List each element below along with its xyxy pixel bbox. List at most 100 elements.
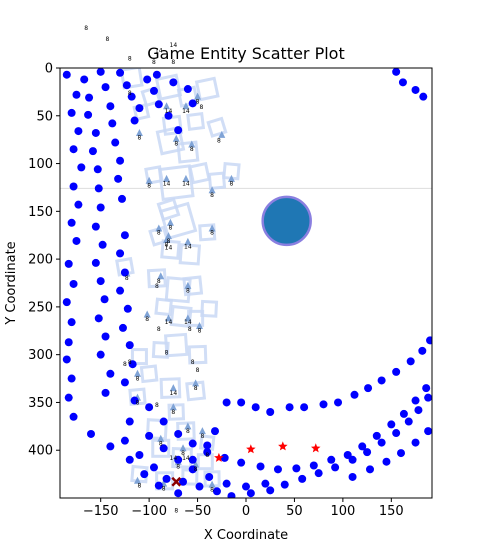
number-label: 8 — [200, 433, 204, 440]
dot-point — [116, 68, 125, 77]
triangle-marker — [182, 174, 190, 182]
x-axis: −150 −100 −50 0 50 100 150 — [83, 498, 404, 519]
triangle-marker — [188, 140, 196, 148]
chart-title: Game Entity Scatter Plot — [147, 44, 344, 63]
dot-point — [298, 474, 307, 483]
dot-point — [62, 355, 71, 364]
dot-point — [314, 469, 323, 478]
number-label: 14 — [155, 48, 163, 55]
triangle-marker — [163, 236, 171, 243]
dot-point — [422, 384, 431, 393]
dot-point — [411, 438, 420, 447]
number-label: 8 — [217, 138, 221, 145]
triangle-marker — [166, 218, 174, 226]
dot-point — [106, 442, 115, 451]
triangle-marker — [157, 272, 165, 280]
number-label: 14 — [182, 181, 190, 188]
dot-point — [397, 449, 405, 458]
x-tick-label: −150 — [83, 504, 119, 519]
triangle-marker — [198, 427, 206, 435]
dot-point — [212, 487, 221, 496]
number-label: 8 — [145, 316, 149, 323]
number-label: 14 — [182, 455, 190, 462]
triangle-marker — [218, 130, 226, 138]
triangle-marker — [134, 369, 141, 377]
large-circle-entity — [261, 195, 312, 247]
dot-point — [331, 463, 340, 472]
dot-point — [125, 341, 134, 350]
number-label: 8 — [176, 463, 180, 470]
number-label: 8 — [152, 59, 156, 66]
triangle-marker — [208, 224, 216, 232]
number-label: 14 — [170, 455, 178, 462]
number-label: 8 — [138, 482, 142, 489]
number-label: 8 — [125, 275, 129, 282]
dot-point — [74, 200, 83, 209]
dot-point — [106, 369, 115, 378]
square-marker — [200, 299, 219, 318]
number-label: 8 — [210, 229, 214, 236]
number-label: 8 — [230, 181, 234, 188]
y-tick-label: 400 — [28, 444, 53, 459]
dot-point — [69, 279, 78, 288]
dot-point — [96, 277, 105, 286]
dot-point — [87, 429, 95, 438]
dot-point — [188, 465, 197, 474]
dot-point — [62, 70, 71, 79]
dot-point — [77, 163, 86, 172]
star-marker — [278, 441, 288, 451]
dot-point — [93, 165, 102, 174]
dot-point — [125, 417, 134, 426]
dot-point — [414, 406, 423, 415]
dot-point — [188, 439, 197, 448]
dot-point — [392, 429, 401, 438]
triangle-marker — [172, 134, 180, 142]
square-marker — [160, 239, 181, 260]
square-marker — [154, 73, 183, 101]
number-label: 8 — [159, 440, 163, 447]
number-label: 8 — [155, 402, 159, 409]
dot-point — [300, 403, 309, 412]
triangle-marker — [196, 322, 203, 329]
square-marker — [198, 223, 217, 242]
star-marker — [246, 444, 256, 454]
square-marker — [155, 471, 175, 491]
dot-point — [120, 378, 129, 387]
triangle-marker — [169, 384, 177, 392]
star-marker — [311, 443, 321, 453]
dot-point — [72, 90, 81, 99]
dot-point — [266, 486, 275, 495]
dot-point — [280, 480, 289, 489]
number-label: 8 — [171, 59, 175, 66]
x-tick-label: 150 — [379, 504, 404, 519]
square-marker — [119, 68, 144, 90]
dot-point — [98, 240, 107, 249]
dot-point — [205, 472, 214, 481]
dot-point — [130, 396, 139, 405]
triangle-marker — [143, 310, 151, 318]
dot-point — [96, 68, 105, 76]
triangle-marker — [227, 174, 235, 182]
dot-point — [285, 403, 294, 412]
number-label: 8 — [174, 507, 178, 514]
number-label: 8 — [190, 146, 194, 153]
number-label: 8 — [186, 288, 190, 295]
dot-point — [327, 455, 336, 464]
number-label: 8 — [128, 55, 132, 62]
dot-point — [84, 110, 93, 119]
number-label: 14 — [184, 319, 192, 326]
dot-point — [91, 128, 100, 137]
square-marker — [154, 297, 173, 317]
dot-point — [164, 111, 173, 120]
number-label: 8 — [155, 283, 159, 290]
dot-point — [377, 376, 386, 385]
number-label: 8 — [106, 36, 110, 43]
dot-point — [358, 442, 367, 451]
dot-point — [174, 455, 183, 464]
dot-point — [411, 396, 420, 405]
dot-point — [174, 429, 183, 438]
square-marker — [139, 364, 159, 384]
dot-point — [399, 409, 408, 418]
dot-point — [363, 448, 372, 457]
